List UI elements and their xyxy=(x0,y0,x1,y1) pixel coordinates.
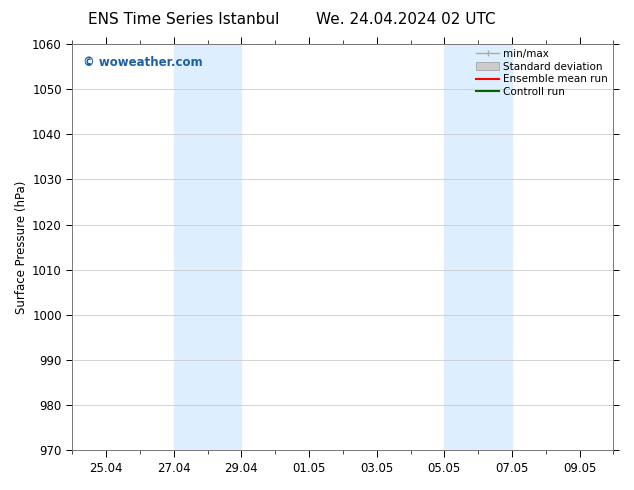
Text: ENS Time Series Istanbul: ENS Time Series Istanbul xyxy=(88,12,280,27)
Text: © woweather.com: © woweather.com xyxy=(83,56,203,69)
Bar xyxy=(174,44,242,450)
Legend: min/max, Standard deviation, Ensemble mean run, Controll run: min/max, Standard deviation, Ensemble me… xyxy=(474,47,611,99)
Y-axis label: Surface Pressure (hPa): Surface Pressure (hPa) xyxy=(15,180,28,314)
Bar xyxy=(444,44,512,450)
Text: We. 24.04.2024 02 UTC: We. 24.04.2024 02 UTC xyxy=(316,12,496,27)
